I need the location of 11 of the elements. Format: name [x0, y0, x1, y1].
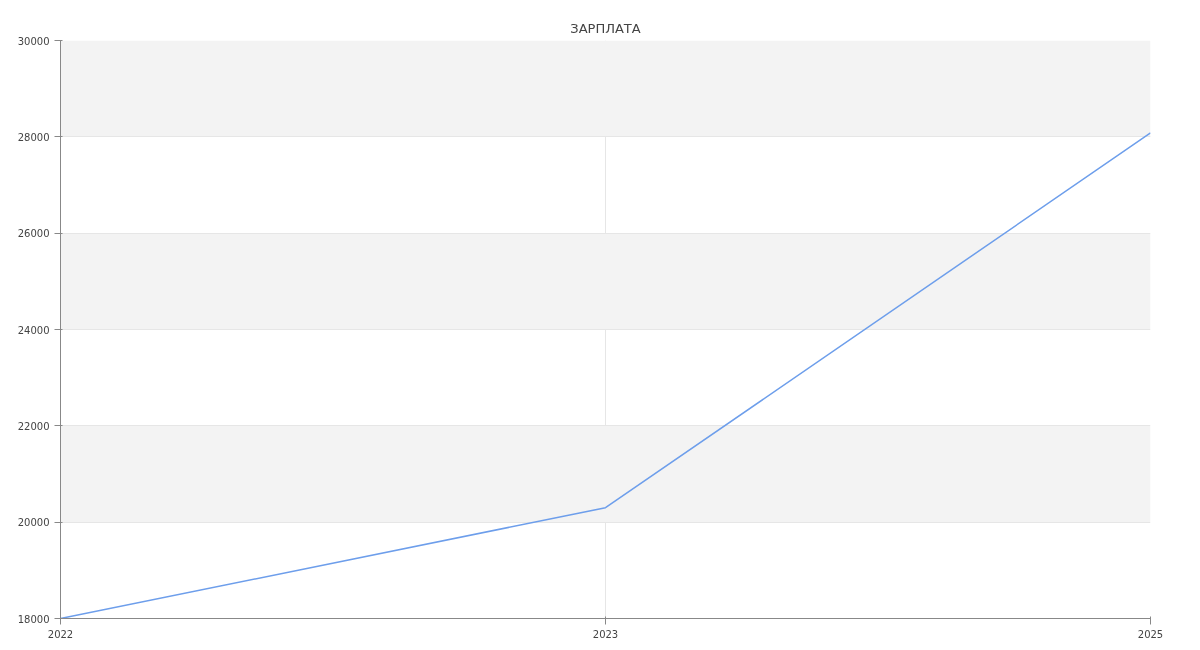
y-tick-label: 18000	[17, 613, 50, 625]
x-tick-label: 2022	[47, 628, 74, 640]
y-tick-label: 28000	[17, 131, 50, 143]
x-tick-label: 2025	[1137, 628, 1164, 640]
y-tick-label: 22000	[17, 420, 50, 432]
x-tick-label: 2023	[592, 628, 619, 640]
y-tick-label: 20000	[17, 517, 50, 529]
y-tick-label: 26000	[17, 228, 50, 240]
chart-title: ЗАРПЛАТА	[570, 20, 641, 36]
y-tick-label: 24000	[17, 324, 50, 336]
y-tick-label: 30000	[17, 35, 50, 47]
